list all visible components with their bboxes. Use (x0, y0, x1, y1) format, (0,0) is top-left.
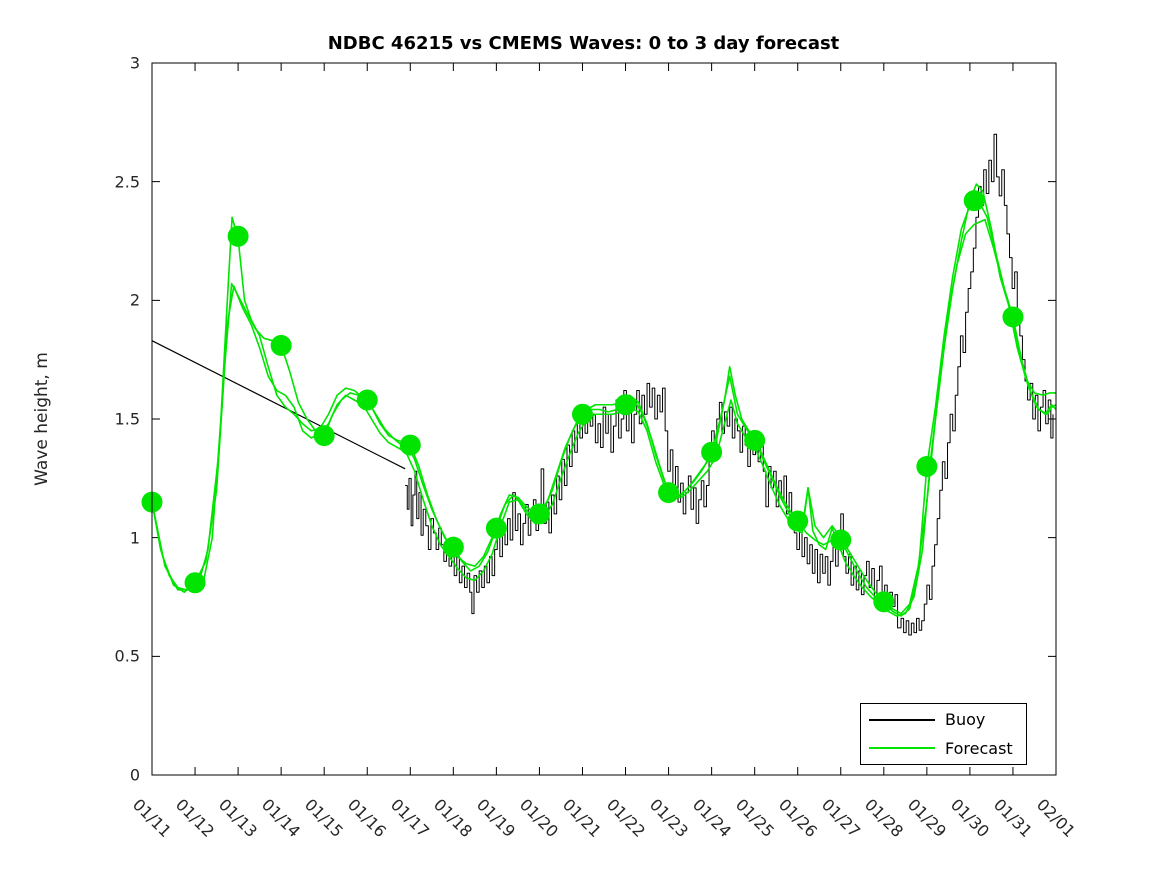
forecast-marker (399, 434, 421, 456)
legend: Buoy Forecast (860, 703, 1027, 765)
forecast-marker (615, 394, 637, 416)
forecast-marker (227, 225, 249, 247)
forecast-marker (1002, 306, 1024, 328)
legend-item-forecast: Forecast (861, 735, 1026, 761)
forecast-marker (313, 425, 335, 447)
forecast-marker (916, 455, 938, 477)
forecast-marker (485, 517, 507, 539)
y-tick-label: 0 (129, 765, 140, 785)
forecast-marker (787, 510, 809, 532)
forecast-marker (744, 429, 766, 451)
buoy-observations (405, 133, 1054, 636)
legend-label-buoy: Buoy (945, 710, 986, 730)
legend-item-buoy: Buoy (861, 707, 1026, 733)
forecast-run-1 (151, 183, 1056, 615)
y-tick-label: 1 (129, 528, 140, 548)
forecast-marker (701, 441, 723, 463)
y-tick-label: 0.5 (114, 646, 140, 666)
forecast-marker (658, 482, 680, 504)
chart-title: NDBC 46215 vs CMEMS Waves: 0 to 3 day fo… (327, 33, 840, 54)
forecast-line-swatch (869, 747, 935, 750)
legend-label-forecast: Forecast (945, 738, 1013, 758)
y-axis-label: Wave height, m (32, 352, 52, 486)
y-tick-label: 1.5 (114, 409, 140, 429)
forecast-marker (873, 591, 895, 613)
buoy-line-swatch (869, 718, 935, 721)
y-tick-label: 2.5 (114, 172, 140, 192)
forecast-marker (830, 529, 852, 551)
forecast-marker (528, 503, 550, 525)
buoy-interpolated-segment (151, 340, 406, 470)
forecast-marker (356, 389, 378, 411)
forecast-marker (184, 572, 206, 594)
plot-border (151, 62, 1057, 776)
forecast-marker (442, 536, 464, 558)
forecast-run-2 (151, 199, 1057, 617)
forecast-marker (571, 403, 593, 425)
forecast-marker (963, 190, 985, 212)
y-tick-label: 3 (129, 53, 140, 73)
forecast-marker (270, 334, 292, 356)
y-tick-label: 2 (129, 290, 140, 310)
